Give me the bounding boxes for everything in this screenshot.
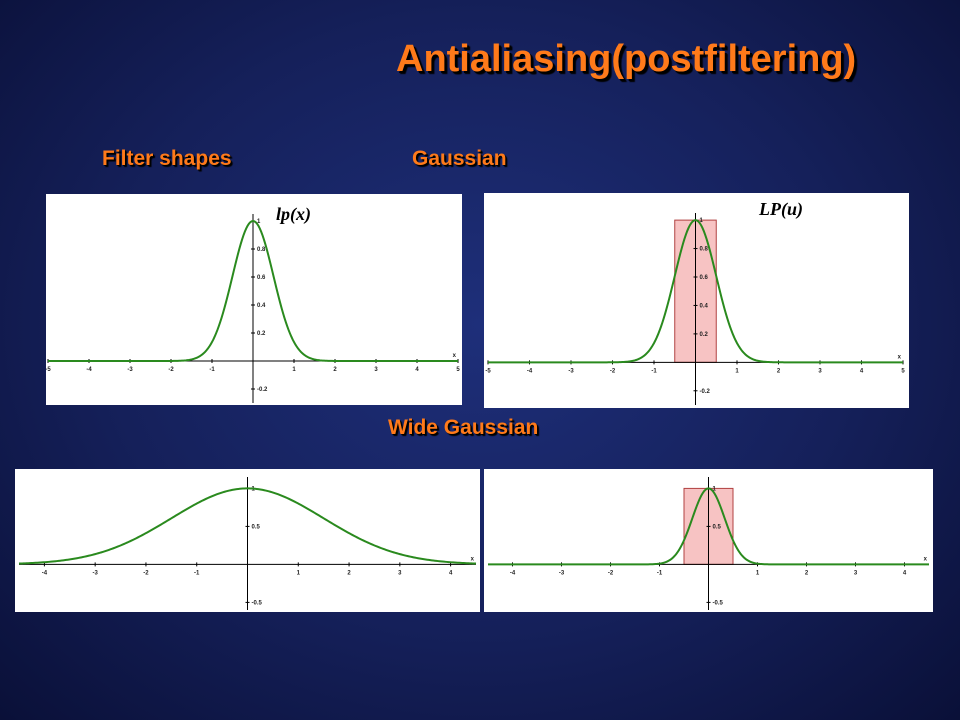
x-tick-label: -4: [510, 570, 516, 576]
wide-gaussian-spatial-plot: -4 -3 -2 -1 1 2 3 4 x -0.5 0.5 1: [15, 469, 480, 612]
x-tick-label: 2: [777, 368, 781, 374]
y-tick-label: 0.5: [252, 524, 261, 530]
x-tick-label: -3: [559, 570, 565, 576]
y-tick-label: 0.4: [700, 303, 709, 309]
x-tick-label: -1: [657, 570, 663, 576]
x-tick-label: -4: [86, 367, 92, 373]
y-tick-label: 0.6: [257, 275, 266, 281]
x-tick-label: -2: [610, 368, 616, 374]
x-tick-label: -4: [42, 570, 48, 576]
plot-title: lp(x): [276, 204, 311, 225]
x-tick-label: 3: [818, 368, 822, 374]
gaussian-frequency-chart: -5 -4 -3 -2 -1 1 2 3 4 5 x -0.2 0.2 0.4 0.6 0.8 1 LP(u): [485, 199, 905, 405]
x-tick-label: -4: [527, 368, 533, 374]
x-axis-label: x: [924, 556, 928, 562]
wide-gaussian-spatial-chart: -4 -3 -2 -1 1 2 3 4x-0.50.51: [18, 477, 477, 610]
x-tick-label: -5: [46, 367, 51, 373]
gaussian-curve: [48, 219, 458, 362]
x-tick-label: -2: [608, 570, 614, 576]
y-tick-label: -0.2: [257, 387, 268, 393]
filter-shapes-label: Filter shapes: [102, 147, 232, 170]
y-tick-label: 0.2: [700, 332, 709, 338]
x-tick-label: 1: [756, 570, 760, 576]
x-tick-label: 4: [903, 570, 907, 576]
x-tick-label: 3: [374, 367, 378, 373]
y-tick-label: -0.5: [713, 600, 724, 606]
y-tick-label: 0.2: [257, 331, 266, 337]
x-tick-label: 2: [805, 570, 809, 576]
y-tick-label: -0.2: [700, 389, 711, 395]
plot-title: LP(u): [758, 199, 803, 220]
x-axis-label: x: [453, 353, 457, 359]
gaussian-curve: [488, 219, 903, 364]
y-tick-label: -0.5: [252, 600, 263, 606]
slide-title: Antialiasing(postfiltering): [396, 38, 857, 80]
y-tick-label: 0.6: [700, 275, 709, 281]
y-tick-label: 0.8: [257, 247, 266, 253]
x-tick-label: 5: [456, 367, 460, 373]
x-tick-label: -3: [568, 368, 574, 374]
x-tick-label: 3: [398, 570, 402, 576]
y-tick-label: 0.4: [257, 303, 266, 309]
x-tick-label: 4: [415, 367, 419, 373]
x-tick-label: 2: [333, 367, 337, 373]
x-tick-label: 2: [347, 570, 351, 576]
x-tick-label: -1: [651, 368, 657, 374]
x-tick-label: 4: [449, 570, 453, 576]
x-tick-label: -5: [485, 368, 491, 374]
x-tick-label: -3: [127, 367, 133, 373]
x-tick-label: 1: [735, 368, 739, 374]
x-tick-label: 4: [860, 368, 864, 374]
wide-gaussian-frequency-chart: -4 -3 -2 -1 1 2 3 4 x -0.5 0.5 1: [488, 477, 929, 610]
x-axis-label: x: [471, 556, 475, 562]
y-tick-label: 0.8: [700, 247, 709, 253]
gaussian-curve: [488, 487, 929, 566]
gaussian-label: Gaussian: [412, 147, 507, 170]
gaussian-curve: [18, 487, 477, 565]
x-tick-label: -2: [143, 570, 149, 576]
y-tick-label: 1: [257, 219, 261, 225]
y-tick-label: 1: [713, 486, 717, 492]
x-axis-label: x: [898, 354, 902, 360]
wide-gaussian-label: Wide Gaussian: [388, 416, 539, 439]
y-tick-label: 1: [700, 218, 704, 224]
x-tick-label: -1: [209, 367, 215, 373]
x-tick-label: 1: [297, 570, 301, 576]
x-tick-label: 3: [854, 570, 858, 576]
x-tick-label: -1: [194, 570, 200, 576]
x-tick-label: 1: [292, 367, 296, 373]
gaussian-spatial-chart: -5 -4 -3 -2 -1 1 2 3 4 5 x -0.2 0.2 0.4 0.6 0.8 1 lp(x): [46, 204, 460, 403]
x-tick-label: 5: [901, 368, 905, 374]
gaussian-spatial-plot: -5 -4 -3 -2 -1 1 2 3 4 5 x -0.2 0.2 0.4 0.6 0.8 1 lp(x): [46, 194, 462, 405]
y-tick-label: 0.5: [713, 524, 722, 530]
gaussian-frequency-plot: -5 -4 -3 -2 -1 1 2 3 4 5 x -0.2 0.2 0.4 0.6 0.8 1 LP(u): [484, 193, 909, 408]
wide-gaussian-frequency-plot: -4 -3 -2 -1 1 2 3 4 x -0.5 0.5 1: [484, 469, 933, 612]
x-tick-label: -3: [92, 570, 98, 576]
x-tick-label: -2: [168, 367, 174, 373]
